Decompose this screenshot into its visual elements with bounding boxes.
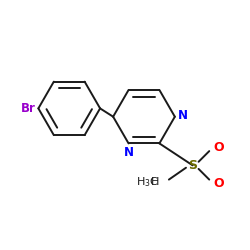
Text: Br: Br <box>21 102 36 115</box>
Text: N: N <box>124 146 134 159</box>
Text: O: O <box>214 177 224 190</box>
Text: H$_3$C: H$_3$C <box>136 175 160 189</box>
Text: H: H <box>151 177 160 187</box>
Text: N: N <box>178 109 188 122</box>
Text: S: S <box>188 159 197 172</box>
Text: O: O <box>214 141 224 154</box>
